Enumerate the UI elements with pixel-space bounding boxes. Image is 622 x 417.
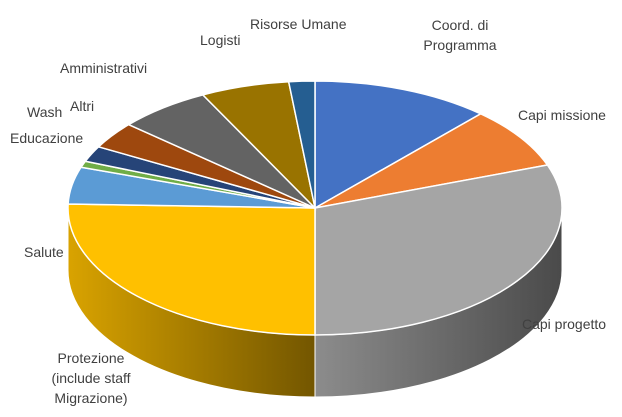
slice-label: Amministrativi [60,60,148,76]
slice-label: Salute [24,244,64,260]
slice [314,164,563,336]
slice-label: Educazione [10,130,84,146]
slice-label: Protezione (include staff Migrazione) [51,350,131,406]
slice-label: Capi missione [518,107,606,123]
slice-label: Capi progetto [522,316,607,332]
slice-label: Coord. di Programma [423,17,497,53]
slice-label: Altri [70,98,95,114]
slice [314,80,483,210]
slice-label: Wash [27,104,63,120]
slice-label: Risorse Umane [250,16,347,32]
slice [314,112,549,209]
slice-label: Logisti [200,32,241,48]
slice [287,80,316,209]
slice [67,203,316,336]
